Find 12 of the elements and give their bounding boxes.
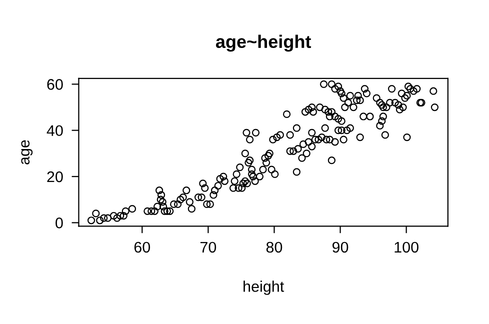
y-tick-label: 60 xyxy=(47,79,63,90)
y-tick-label: 40 xyxy=(46,125,63,136)
x-tick-label: 70 xyxy=(200,242,216,253)
y-tick-label: 0 xyxy=(56,218,63,228)
x-tick-label: 80 xyxy=(266,242,282,253)
y-axis-title: age xyxy=(21,140,33,164)
x-tick-label: 100 xyxy=(394,242,418,253)
x-axis-title: height xyxy=(244,280,284,295)
y-tick-label: 20 xyxy=(47,171,63,182)
chart-title: age~height xyxy=(216,34,312,52)
x-tick-label: 60 xyxy=(134,242,150,253)
x-tick-label: 90 xyxy=(332,242,348,253)
